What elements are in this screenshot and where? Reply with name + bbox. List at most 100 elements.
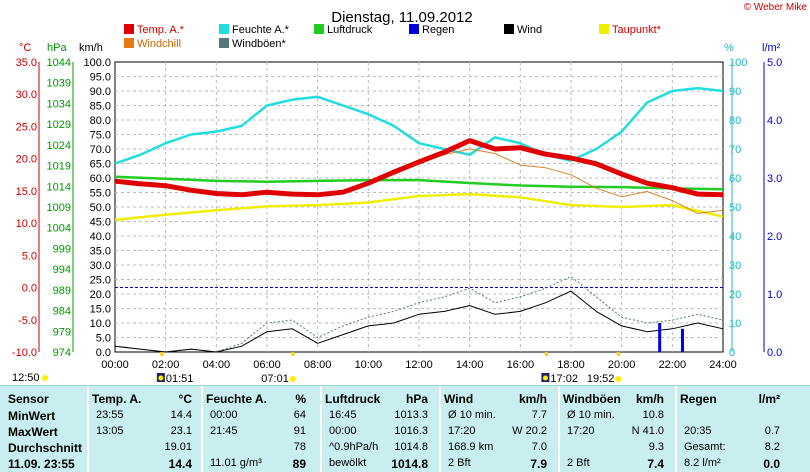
pressure-tick-label: 1009	[47, 202, 71, 214]
pressure-tick-label: 1004	[47, 223, 71, 235]
wind-tick-label: 0.0	[96, 347, 111, 359]
moonrise-label: 17:02	[550, 373, 578, 385]
column-separator	[201, 386, 203, 472]
temp-tick-label: 25.0	[16, 121, 37, 133]
humidity-tick-label: 50	[729, 202, 741, 214]
cell-label: 16:45	[329, 409, 357, 421]
series-luftdruck	[114, 175, 724, 191]
group-unit: km/h	[518, 392, 547, 406]
cell-value: 1014.8	[391, 457, 428, 471]
wind-tick-label: 55.0	[90, 188, 111, 200]
cell-label: Ø 10 min.	[448, 409, 496, 421]
legend-label: Windböen*	[232, 38, 287, 50]
copyright: © Weber Mike	[744, 2, 808, 13]
group-unit: hPa	[405, 392, 428, 406]
wind-tick-label: 100.0	[83, 57, 111, 69]
temp-tick-label: 10.0	[16, 218, 37, 230]
cell-value: N 41.0	[631, 425, 664, 437]
time-tick-label: 02:00	[152, 359, 180, 371]
humidity-tick-label: 30	[729, 260, 741, 272]
wind-tick-label: 60.0	[90, 173, 111, 185]
rain-bar	[658, 323, 662, 352]
cell-value: 0.0	[763, 457, 780, 471]
rain-unit: l/m²	[762, 42, 781, 54]
series-tempa	[114, 138, 724, 198]
cell-label: 21:45	[210, 425, 238, 437]
pressure-tick-label: 999	[53, 243, 71, 255]
time-tick-label: 22:00	[659, 359, 687, 371]
pressure-tick-label: 974	[53, 347, 71, 359]
group-title: Wind	[444, 392, 474, 406]
legend-swatch	[409, 24, 419, 34]
pressure-tick-label: 1019	[47, 161, 71, 173]
temp-tick-label: 30.0	[16, 89, 37, 101]
legend-label: Windchill	[137, 38, 181, 50]
temp-unit: °C	[19, 42, 31, 54]
cell-value: 89	[292, 457, 306, 471]
stats-table: Sensor MinWert MaxWert Durchschnitt 11.09. 2…	[0, 385, 810, 472]
grid	[38, 61, 765, 353]
wind-tick-label: 10.0	[90, 318, 111, 330]
group-unit: °C	[178, 392, 192, 406]
wind-tick-label: 20.0	[90, 289, 111, 301]
pressure-tick-label: 1014	[47, 181, 71, 193]
sun-marks: 12:50 01:51 07:01 17:02 19:52	[12, 352, 622, 385]
cell-label: 8.2 l/m²	[684, 457, 721, 469]
cell-label: 2 Bft	[567, 457, 590, 469]
temp-axis: 35.0 30.0 25.0 20.0 15.0 10.0 5.0 0.0 -5.0 -10.0	[12, 57, 37, 359]
cell-label: 2 Bft	[448, 457, 471, 469]
wind-tick-label: 45.0	[90, 217, 111, 229]
temp-tick-label: -10.0	[12, 347, 37, 359]
group-unit: %	[295, 392, 306, 406]
weather-chart: Dienstag, 11.09.2012 © Weber Mike Temp. …	[12, 2, 808, 385]
pressure-tick-label: 994	[53, 264, 71, 276]
legend-label: Feuchte A.*	[232, 24, 290, 36]
humidity-tick-label: 0	[729, 347, 735, 359]
series-windchill	[418, 148, 724, 214]
cell-value: 10.8	[642, 409, 664, 421]
rain-tick-label: 1.0	[767, 289, 782, 301]
sunshine-label: 12:50	[12, 372, 40, 384]
group-title: Feuchte A.	[206, 392, 267, 406]
humidity-tick-label: 70	[729, 144, 741, 156]
legend-label: Taupunkt*	[612, 24, 662, 36]
wind-tick-label: 15.0	[90, 304, 111, 316]
axis-units: °C hPa km/h% l/m²	[19, 42, 781, 54]
legend-swatch	[219, 24, 229, 34]
cell-label: 20:35	[684, 425, 712, 437]
temp-tick-label: 20.0	[16, 154, 37, 166]
cell-label: 00:00	[210, 409, 238, 421]
rain-axis: 5.0 4.0 3.0 2.0 1.0 0.0	[767, 57, 782, 359]
moon-glyph	[542, 375, 548, 381]
wind-axis: 100.0 95.0 90.0 85.0 80.0 75.0 70.0 65.0 60.0 55.…	[83, 57, 111, 359]
rain-tick-label: 2.0	[767, 231, 782, 243]
time-tick-label: 12:00	[405, 359, 433, 371]
wind-tick-label: 85.0	[90, 101, 111, 113]
rain-bar	[680, 328, 684, 352]
cell-label: 13:05	[96, 425, 124, 437]
chart-title: Dienstag, 11.09.2012	[331, 9, 473, 26]
column-separator	[558, 386, 560, 472]
time-tick-label: 08:00	[304, 359, 332, 371]
wind-tick-label: 50.0	[90, 202, 111, 214]
pressure-tick-label: 1029	[47, 119, 71, 131]
sunrise-label: 19:52	[587, 373, 615, 385]
pressure-tick-label: 989	[53, 285, 71, 297]
cell-value: 23.1	[170, 425, 192, 437]
rain-tick-label: 0.0	[767, 347, 782, 359]
wind-tick-label: 25.0	[90, 275, 111, 287]
humidity-tick-label: 20	[729, 289, 741, 301]
column-separator	[87, 386, 89, 472]
cell-label: Gesamt:	[684, 441, 726, 453]
column-separator	[439, 386, 441, 472]
cell-label: Ø 10 min.	[567, 409, 615, 421]
temp-tick-label: -5.0	[18, 315, 37, 327]
cell-value: 7.4	[647, 457, 664, 471]
legend-label: Wind	[517, 24, 542, 36]
cell-value: 14.4	[170, 409, 192, 421]
time-tick-label: 20:00	[608, 359, 636, 371]
time-tick-label: 14:00	[456, 359, 484, 371]
legend-label: Temp. A.*	[137, 24, 185, 36]
group-title: Windböen	[563, 392, 621, 406]
legend: Temp. A.* Feuchte A.* Luftdruck Regen Wind Ta…	[124, 24, 662, 50]
